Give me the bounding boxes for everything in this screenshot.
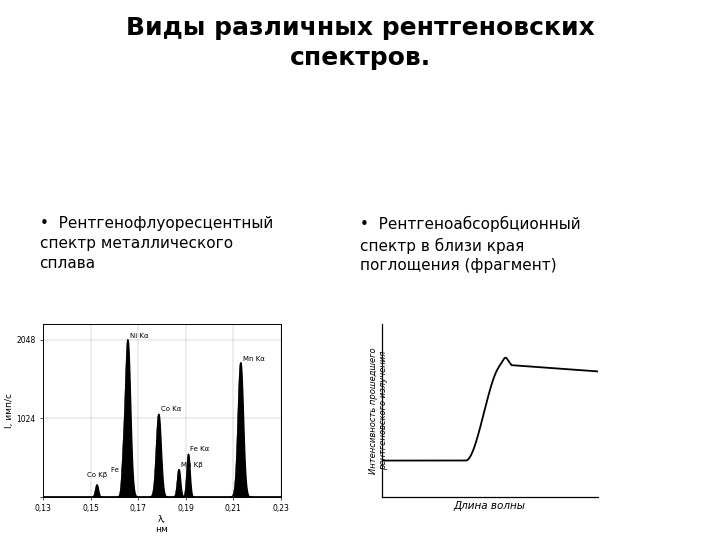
Y-axis label: I, имп/с: I, имп/с	[4, 393, 14, 428]
Text: Co Kβ: Co Kβ	[87, 472, 107, 478]
X-axis label: Длина волны: Длина волны	[454, 501, 526, 511]
Text: •  Рентгеноабсорбционный
спектр в близи края
поглощения (фрагмент): • Рентгеноабсорбционный спектр в близи к…	[360, 216, 580, 273]
Text: •  Рентгенофлуоресцентный
спектр металлического
сплава: • Рентгенофлуоресцентный спектр металлич…	[40, 216, 273, 271]
Text: Co Kα: Co Kα	[161, 406, 181, 413]
Y-axis label: Интенсивность прошедшего
рентгеновского излучения: Интенсивность прошедшего рентгеновского …	[369, 347, 389, 474]
Text: Ni Kα: Ni Kα	[130, 333, 149, 339]
Text: Fe Kα: Fe Kα	[190, 446, 210, 453]
Text: Mn Kα: Mn Kα	[243, 356, 265, 362]
Text: Fe Kβ: Fe Kβ	[111, 467, 130, 473]
Text: Mn Kβ: Mn Kβ	[181, 462, 202, 468]
X-axis label: λ,
нм: λ, нм	[156, 515, 168, 534]
Text: Виды различных рентгеновских
спектров.: Виды различных рентгеновских спектров.	[125, 16, 595, 70]
